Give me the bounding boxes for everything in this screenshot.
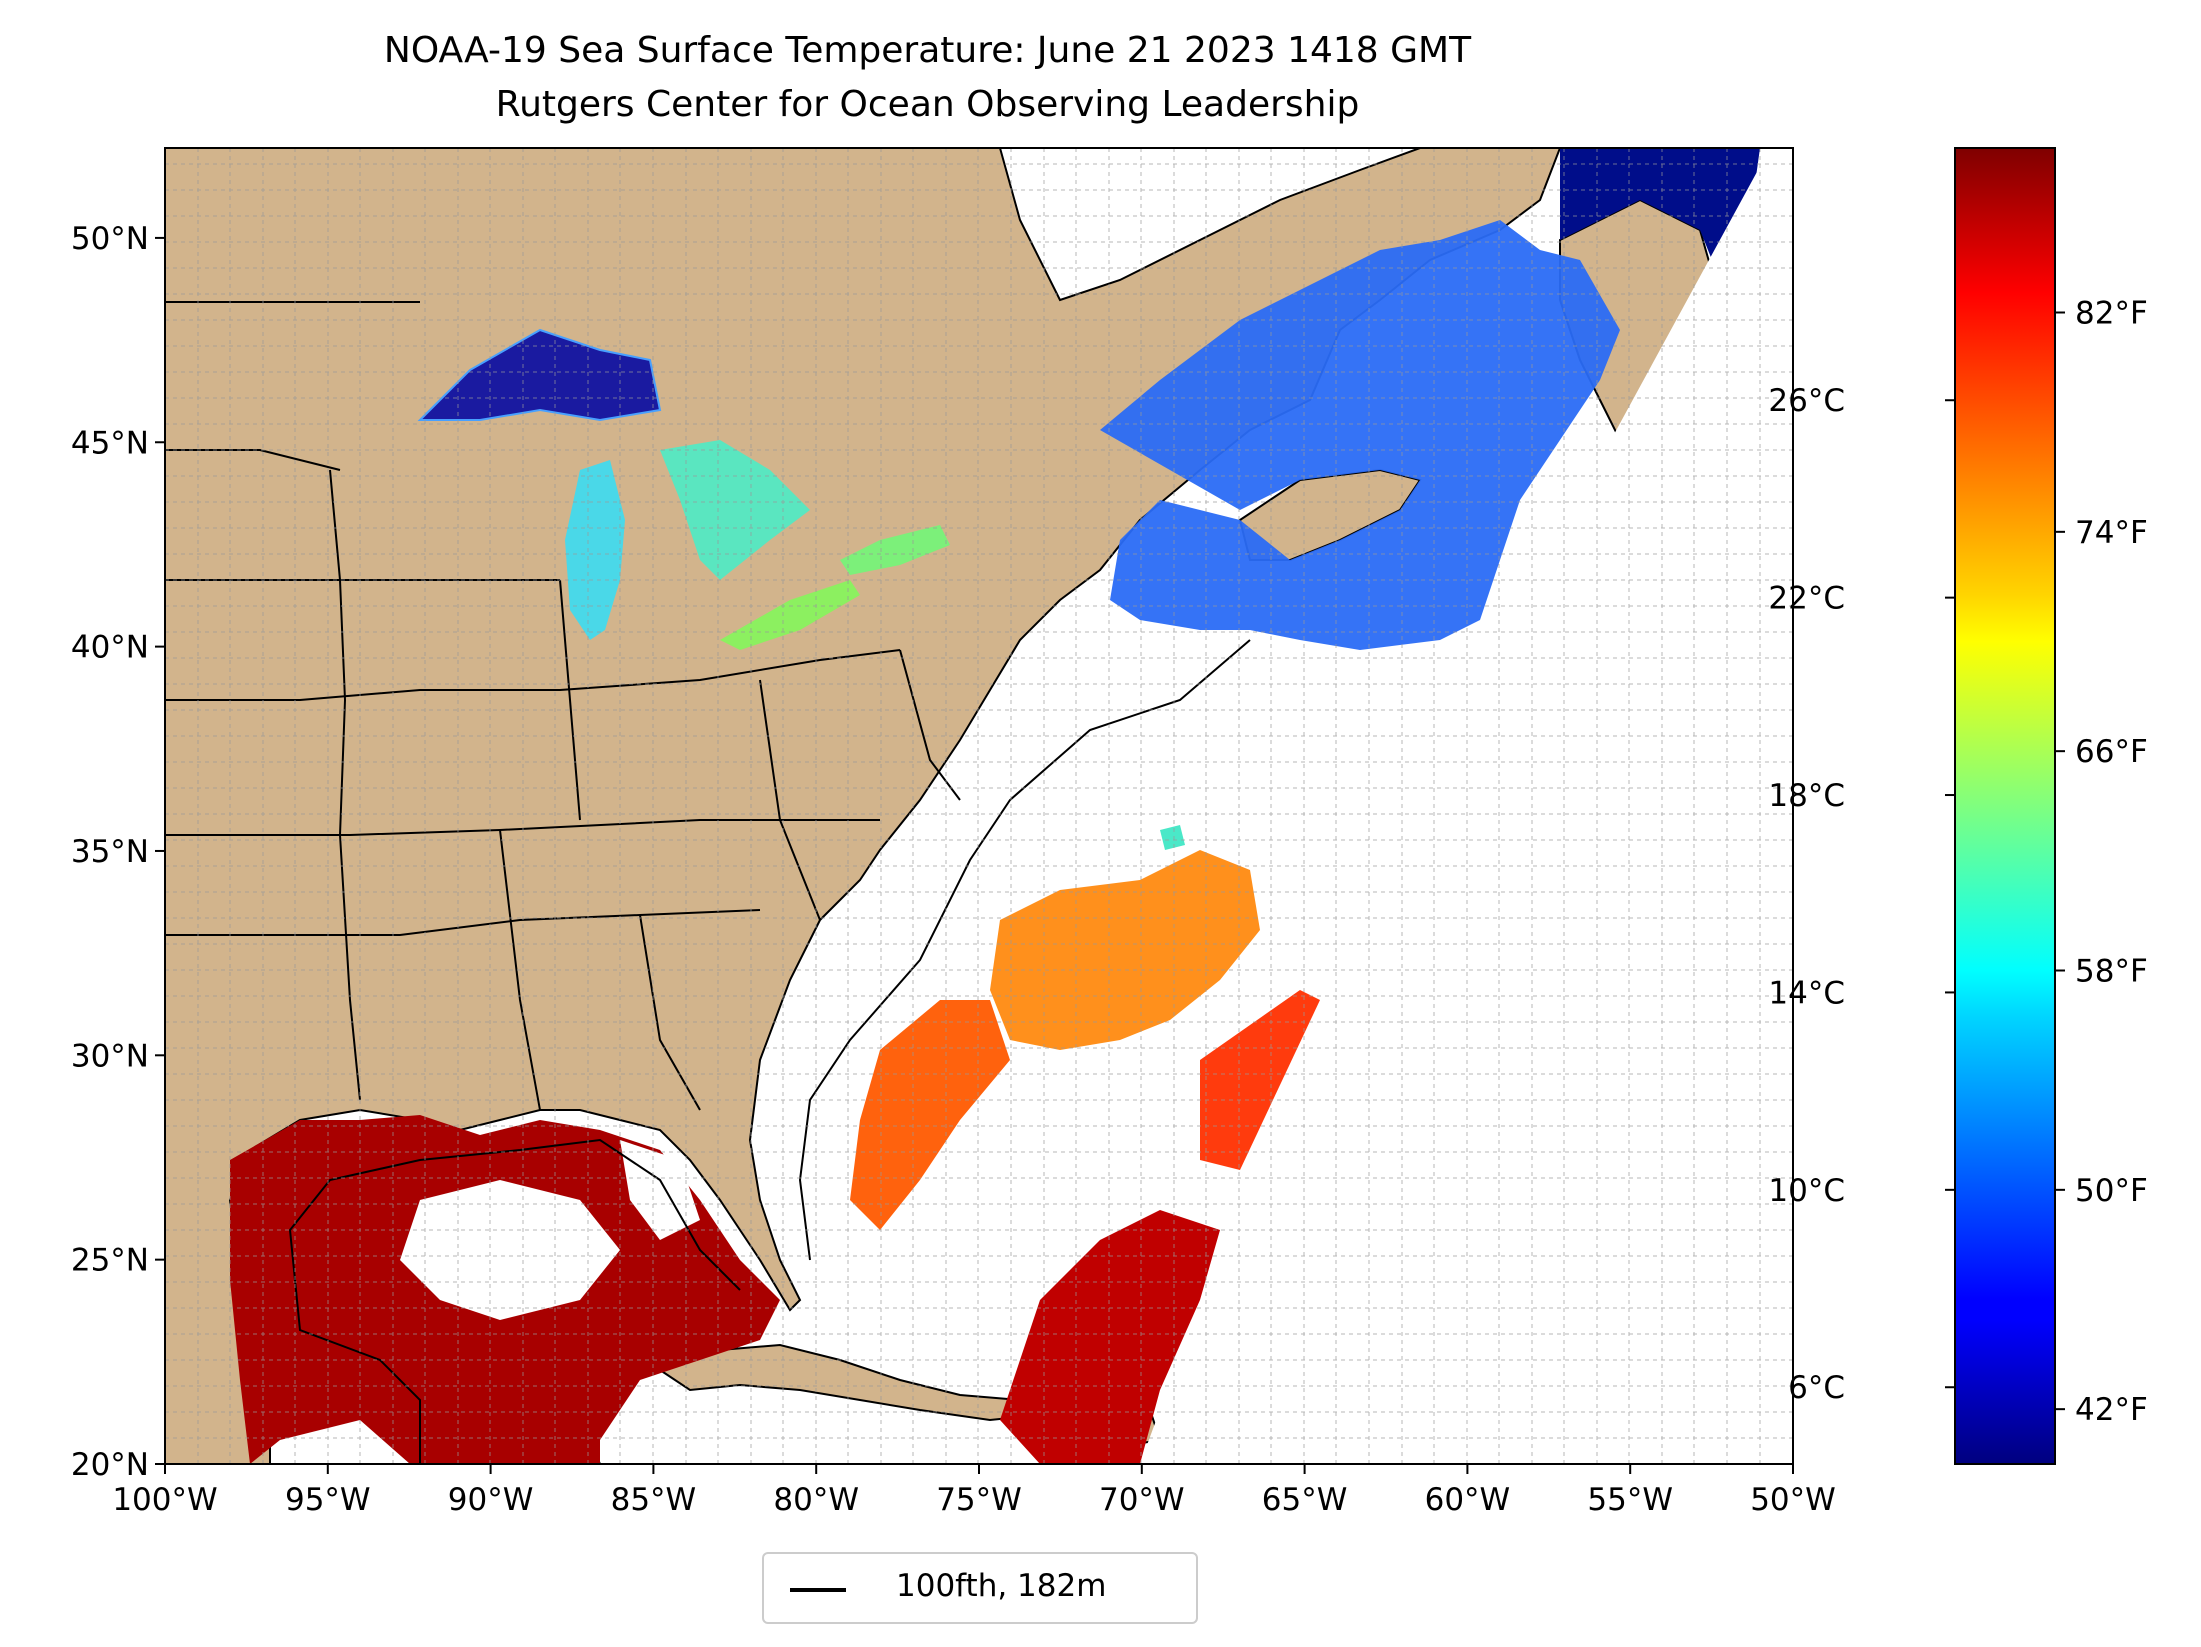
lake-erie bbox=[720, 580, 860, 650]
fahrenheit-tick-label: 50°F bbox=[2075, 1173, 2148, 1209]
chart-title: NOAA-19 Sea Surface Temperature: June 21… bbox=[383, 30, 1472, 71]
sst-east-warm bbox=[1200, 990, 1320, 1170]
lat-tick-label: 45°N bbox=[71, 425, 149, 461]
colorbar bbox=[1954, 147, 2056, 1465]
lat-tick-label: 30°N bbox=[71, 1038, 149, 1074]
fahrenheit-tick-label: 58°F bbox=[2075, 954, 2148, 990]
longitude-axis: 100°W 95°W 90°W 85°W 80°W 75°W 70°W 65°W 60°W 55°… bbox=[112, 1464, 1836, 1518]
fahrenheit-tick-label: 82°F bbox=[2075, 296, 2148, 332]
celsius-tick-label: 10°C bbox=[1768, 1173, 1845, 1209]
celsius-tick-label: 26°C bbox=[1768, 383, 1845, 419]
sst-cyan-patch bbox=[1160, 825, 1185, 850]
sst-south-warm bbox=[850, 1000, 1010, 1230]
celsius-tick-label: 18°C bbox=[1768, 778, 1845, 814]
lat-tick-label: 25°N bbox=[71, 1243, 149, 1279]
chart-subtitle: Rutgers Center for Ocean Observing Leade… bbox=[495, 84, 1360, 125]
lon-tick-label: 65°W bbox=[1262, 1482, 1348, 1518]
cloud-gap-gulf bbox=[400, 1180, 620, 1320]
legend-line-swatch bbox=[790, 1588, 846, 1592]
fahrenheit-tick-label: 74°F bbox=[2075, 515, 2148, 551]
lat-tick-label: 20°N bbox=[71, 1447, 149, 1483]
latitude-axis: 20°N 25°N 30°N 35°N 40°N 45°N 50°N bbox=[71, 221, 165, 1483]
lon-tick-label: 55°W bbox=[1587, 1482, 1673, 1518]
lat-tick-label: 40°N bbox=[71, 630, 149, 666]
lon-tick-label: 90°W bbox=[448, 1482, 534, 1518]
legend-label: 100fth, 182m bbox=[896, 1568, 1107, 1604]
celsius-tick-label: 6°C bbox=[1788, 1370, 1845, 1406]
sst-caribbean-hot bbox=[1000, 1210, 1220, 1464]
lake-huron bbox=[660, 440, 810, 580]
sst-northeast-cold bbox=[1100, 220, 1620, 650]
land-north-america bbox=[165, 148, 1562, 1464]
sst-labrador-cold bbox=[1560, 148, 1760, 280]
colorbar-celsius-axis: 6°C 10°C 14°C 18°C 22°C 26°C bbox=[1768, 383, 1955, 1406]
lon-tick-label: 85°W bbox=[611, 1482, 697, 1518]
lon-tick-label: 75°W bbox=[936, 1482, 1022, 1518]
lat-tick-label: 50°N bbox=[71, 221, 149, 257]
lat-tick-label: 35°N bbox=[71, 834, 149, 870]
lake-ontario bbox=[840, 525, 950, 575]
isobath-100fth bbox=[288, 639, 1251, 1464]
celsius-tick-label: 14°C bbox=[1768, 975, 1845, 1011]
lon-tick-label: 80°W bbox=[773, 1482, 859, 1518]
legend: 100fth, 182m bbox=[762, 1552, 1198, 1624]
lon-tick-label: 95°W bbox=[285, 1482, 371, 1518]
sst-gulfstream-warm bbox=[990, 850, 1260, 1050]
colorbar-fahrenheit-axis: 42°F 50°F 58°F 66°F 74°F 82°F bbox=[2055, 296, 2148, 1428]
lon-tick-label: 100°W bbox=[112, 1482, 217, 1518]
lake-michigan bbox=[565, 460, 625, 640]
fahrenheit-tick-label: 66°F bbox=[2075, 734, 2148, 770]
gridlines bbox=[165, 148, 1793, 1464]
lon-tick-label: 60°W bbox=[1425, 1482, 1511, 1518]
lon-tick-label: 50°W bbox=[1750, 1482, 1836, 1518]
fahrenheit-tick-label: 42°F bbox=[2075, 1392, 2148, 1428]
lon-tick-label: 70°W bbox=[1099, 1482, 1185, 1518]
celsius-tick-label: 22°C bbox=[1768, 581, 1845, 617]
